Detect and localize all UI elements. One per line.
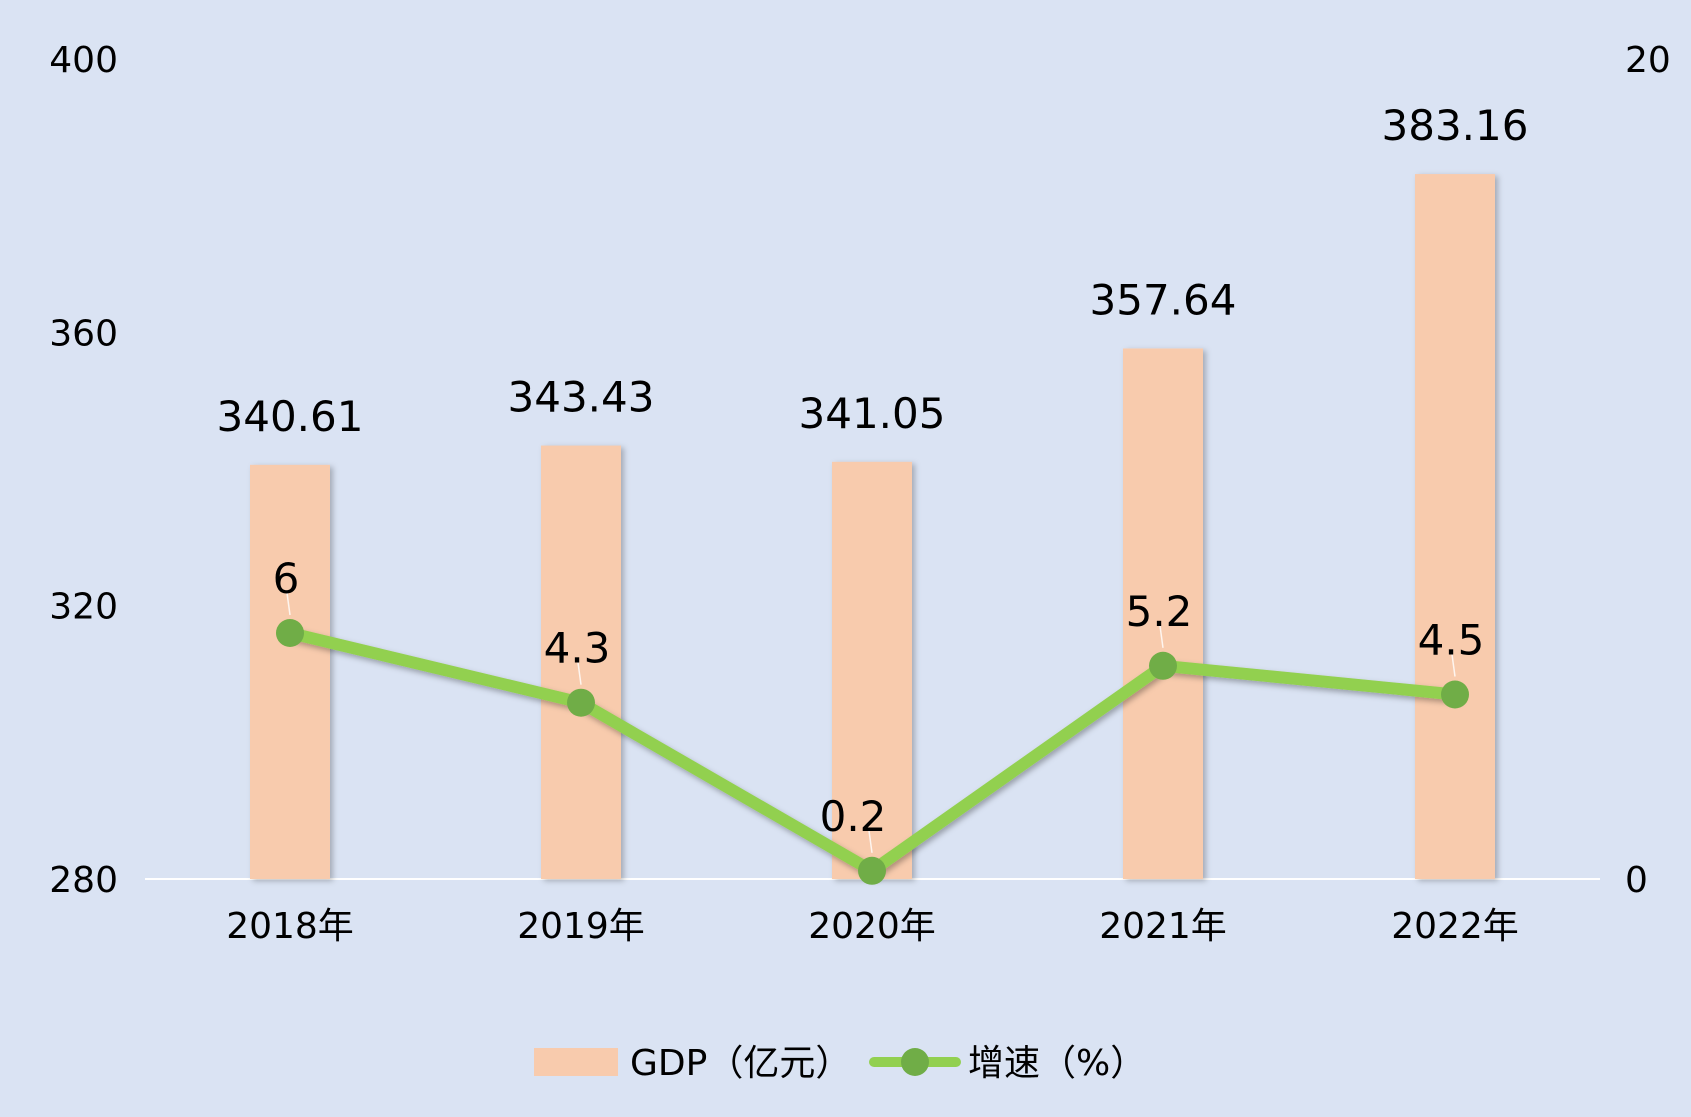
bar: [1415, 174, 1495, 879]
x-axis-category-label: 2019年: [517, 906, 645, 947]
bar-series: [250, 174, 1495, 880]
line-data-label: 4.5: [1418, 616, 1485, 665]
x-axis-category-label: 2022年: [1391, 906, 1519, 947]
line-label-leader: [1159, 625, 1164, 648]
line-point: [1441, 680, 1469, 709]
line-label-leader: [1451, 654, 1456, 677]
legend-bar-label: GDP（亿元）: [630, 1043, 851, 1084]
left-axis-tick-label: 280: [49, 860, 118, 901]
right-axis: 20 0: [1625, 40, 1671, 901]
left-axis: 400 360 320 280: [49, 40, 118, 901]
line-label-leader: [286, 592, 291, 616]
line-labels: 6 4.3 0.2 5.2 4.5: [273, 554, 1485, 853]
line-series: [276, 619, 1469, 885]
line-label-leader: [868, 830, 873, 853]
x-axis-category-label: 2021年: [1099, 906, 1227, 947]
line-label-leader: [577, 662, 582, 685]
x-axis-category-label: 2018年: [226, 906, 354, 947]
line-point: [1149, 651, 1177, 680]
x-axis-categories: 2018年 2019年 2020年 2021年 2022年: [226, 906, 1519, 947]
legend: GDP（亿元） 增速（%）: [534, 1043, 1146, 1084]
bar-data-label: 343.43: [508, 373, 655, 422]
line-data-label: 4.3: [544, 624, 611, 673]
bar: [832, 461, 912, 879]
bar-data-label: 383.16: [1382, 101, 1529, 150]
right-axis-tick-label: 0: [1625, 860, 1648, 901]
bar-labels: 340.61 343.43 341.05 357.64 383.16: [217, 101, 1529, 441]
line-point: [567, 688, 595, 717]
line-data-label: 0.2: [820, 792, 887, 841]
bar-data-label: 341.05: [799, 389, 946, 438]
left-axis-tick-label: 360: [49, 313, 118, 354]
left-axis-tick-label: 400: [49, 40, 118, 81]
x-axis-category-label: 2020年: [808, 906, 936, 947]
legend-line-label: 增速（%）: [968, 1043, 1146, 1084]
legend-bar-swatch: [534, 1048, 618, 1076]
line-data-label: 6: [273, 554, 300, 603]
bar-data-label: 340.61: [217, 392, 364, 441]
bar: [250, 464, 330, 879]
right-axis-tick-label: 20: [1625, 40, 1671, 81]
bar: [541, 445, 621, 879]
legend-line-marker: [901, 1048, 929, 1076]
bar-data-label: 357.64: [1090, 275, 1237, 324]
line-point: [858, 856, 886, 885]
line-point: [276, 619, 304, 647]
line-data-label: 5.2: [1126, 587, 1193, 636]
bar: [1123, 348, 1203, 880]
left-axis-tick-label: 320: [49, 587, 118, 628]
